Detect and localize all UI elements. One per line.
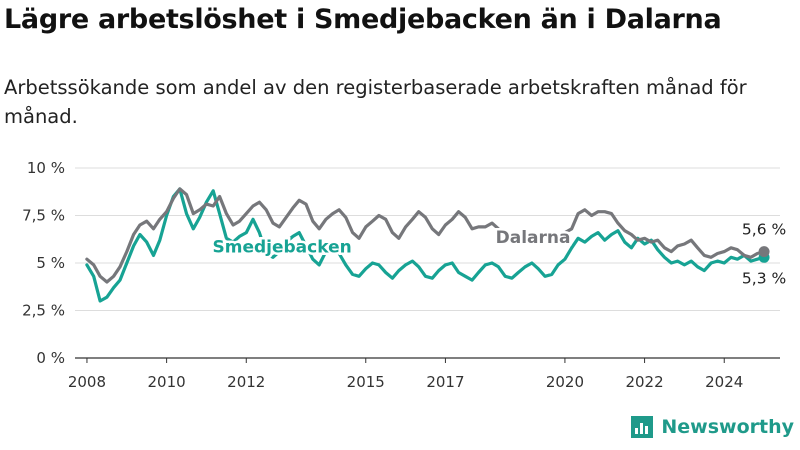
y-tick-label: 0 %	[36, 349, 65, 367]
dalarna-end-point	[758, 246, 770, 258]
smedjebacken-line	[85, 187, 766, 303]
smedjebacken-end-label: 5,3 %	[742, 269, 786, 287]
chart-title: Lägre arbetslöshet i Smedjebacken än i D…	[4, 4, 722, 35]
x-tick-label: 2022	[625, 373, 663, 391]
label-layer: 0 % 2,5 % 5 % 7,5 % 10 % 2008 2010 2012 2015 2017…	[22, 159, 788, 391]
dalarna-line	[85, 187, 500, 284]
dalarna-line	[563, 208, 766, 259]
series-layer	[85, 187, 770, 303]
y-tick-label: 5 %	[36, 254, 65, 272]
newsworthy-logo-icon	[631, 416, 654, 438]
brand-footer: Newsworthy	[629, 412, 794, 442]
x-tick-label: 2020	[546, 373, 584, 391]
y-tick-label: 2,5 %	[22, 302, 65, 320]
y-tick-label: 10 %	[27, 159, 65, 177]
x-tick-label: 2017	[426, 373, 464, 391]
x-tick-label: 2012	[227, 373, 265, 391]
smedjebacken-series-label: Smedjebacken	[213, 238, 352, 258]
y-tick-label: 7,5 %	[22, 207, 65, 225]
x-tick-label: 2024	[705, 373, 743, 391]
x-tick-label: 2008	[68, 373, 106, 391]
grid-layer	[75, 167, 780, 363]
brand-name: Newsworthy	[661, 416, 794, 438]
x-tick-label: 2010	[148, 373, 186, 391]
dalarna-end-label: 5,6 %	[742, 221, 786, 239]
chart-subtitle: Arbetssökande som andel av den registerb…	[4, 76, 747, 128]
x-tick-label: 2015	[347, 373, 385, 391]
dalarna-series-label: Dalarna	[496, 228, 571, 248]
